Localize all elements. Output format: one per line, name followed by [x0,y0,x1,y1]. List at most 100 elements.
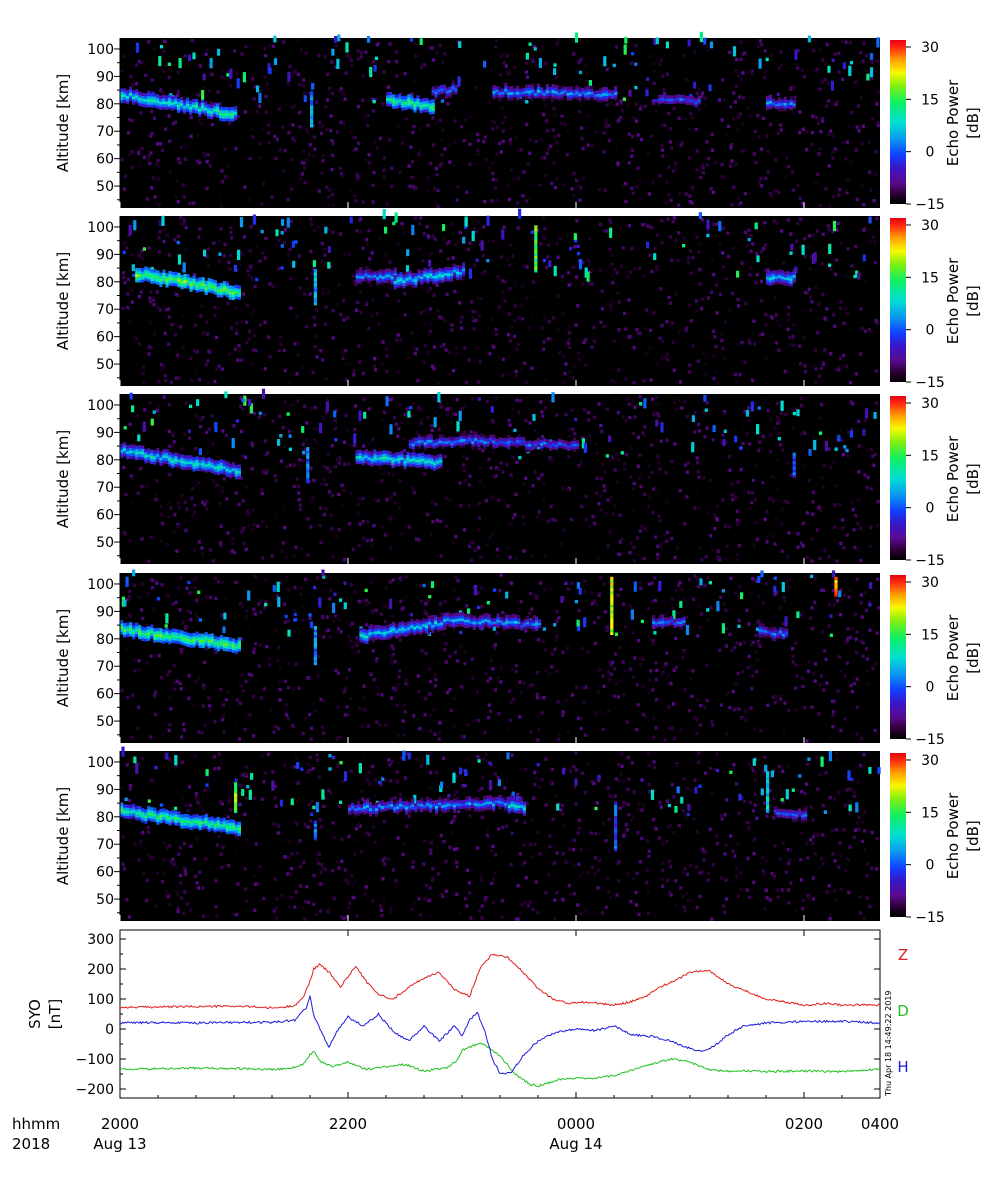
y-tick-label: 90 [96,604,114,620]
colorbar-tick-label: 30 [921,40,939,56]
echo-cells [120,569,880,743]
colorbar-scale [890,753,906,917]
echo-cells [120,31,880,208]
colorbar-scale [890,218,906,382]
x-tick-label: 2000 [101,1115,139,1133]
colorbar-label: Echo Power [944,257,962,344]
x-row1-label: hhmm [12,1115,60,1133]
x-date-label: Aug 14 [549,1135,602,1153]
y-axis-label: Altitude [km] [54,252,72,350]
colorbar-tick-label: 0 [926,145,935,161]
colorbar-label: Echo Power [944,792,962,879]
colorbar-unit: [dB] [964,463,982,495]
y-tick-label: 100 [87,577,114,593]
colorbar-tick-label: 15 [921,805,939,821]
colorbar-label: Echo Power [944,614,962,701]
colorbar-tick-label: 0 [926,501,935,517]
y-ticks: 50 60 70 80 90 100 [87,755,120,914]
colorbar-unit: [dB] [964,642,982,674]
colorbar: 30 15 0 −15 Echo Power [dB] [890,40,982,213]
y-tick-label: 60 [96,152,114,168]
y-tick-label: 80 [96,453,114,469]
colorbar-tick-label: 30 [921,396,939,412]
y-tick-label: 50 [96,714,114,730]
y-ticks: 300 200 100 0 −100 −200 [76,932,880,1098]
colorbar: 30 15 0 −15 Echo Power [dB] [890,575,982,748]
y-tick-label: 0 [105,1022,114,1038]
y-tick-label: 100 [87,398,114,414]
y-tick-label: 60 [96,865,114,881]
y-axis-label: Altitude [km] [54,74,72,172]
colorbar-unit: [dB] [964,107,982,139]
y-tick-label: 200 [87,962,114,978]
y-tick-label: 80 [96,810,114,826]
colorbar-tick-label: 30 [921,753,939,769]
y-tick-label: 50 [96,535,114,551]
y-tick-label: 60 [96,687,114,703]
colorbar-label: Echo Power [944,435,962,522]
y-ticks: 50 60 70 80 90 100 [87,220,120,379]
x-row2-label: 2018 [12,1135,50,1153]
y-tick-label: 100 [87,42,114,58]
colorbar-scale [890,575,906,739]
colorbar-tick-label: 30 [921,218,939,234]
y-tick-label: 100 [87,992,114,1008]
colorbar-unit: [dB] [964,285,982,317]
echo-panel-4: 50 60 70 80 90 100 Altitude [km] 30 15 0 −15 Echo P… [54,569,982,748]
y-tick-label: 90 [96,69,114,85]
legend-z: Z [898,946,908,964]
y-tick-label: 50 [96,892,114,908]
echo-panel-2: 50 60 70 80 90 100 Altitude [km] 30 15 0 −15 Echo P… [54,208,982,391]
colorbar-tick-label: 0 [926,680,935,696]
y-axis-label: Altitude [km] [54,430,72,528]
colorbar: 30 15 0 −15 Echo Power [dB] [890,218,982,391]
colorbar-tick-label: −15 [915,553,945,569]
x-date-label: Aug 13 [93,1135,146,1153]
y-ticks: 50 60 70 80 90 100 [87,577,120,736]
y-tick-label: 60 [96,330,114,346]
colorbar-tick-label: 15 [921,270,939,286]
echo-cells [120,388,880,563]
y-axis-label: SYO [26,999,44,1029]
echo-panel-1: 50 60 70 80 90 100 Altitude [km] 30 15 0 −15 Echo P… [54,31,982,213]
colorbar-tick-label: −15 [915,732,945,748]
y-tick-label: 90 [96,425,114,441]
colorbar-tick-label: −15 [915,197,945,213]
colorbar-scale [890,40,906,204]
y-tick-label: 70 [96,837,114,853]
y-tick-label: 90 [96,247,114,263]
y-tick-label: −200 [76,1082,114,1098]
colorbar-tick-label: 30 [921,575,939,591]
y-tick-label: 70 [96,302,114,318]
x-tick-label: 0400 [861,1115,899,1133]
echo-plot-area [120,573,880,743]
y-tick-label: 70 [96,124,114,140]
y-tick-label: 80 [96,275,114,291]
colorbar-scale [890,396,906,560]
y-ticks: 50 60 70 80 90 100 [87,398,120,557]
colorbar-tick-label: 0 [926,323,935,339]
x-tick-label: 0000 [557,1115,595,1133]
magnetometer-panel: 300 200 100 0 −100 −200 SYO [nT] Z D H Thu Apr 18 1… [26,929,909,1099]
colorbar-unit: [dB] [964,820,982,852]
plot-timestamp: Thu Apr 18 14:49:22 2019 [884,990,893,1097]
colorbar-tick-label: −15 [915,910,945,926]
colorbar-tick-label: 15 [921,627,939,643]
colorbar: 30 15 0 −15 Echo Power [dB] [890,396,982,569]
echo-plot-area [120,751,880,921]
y-ticks: 50 60 70 80 90 100 [87,42,120,201]
y-tick-label: 90 [96,782,114,798]
y-tick-label: 60 [96,508,114,524]
y-tick-label: 70 [96,480,114,496]
series-z-line [120,953,881,1010]
colorbar-tick-label: 15 [921,448,939,464]
y-axis-label: Altitude [km] [54,787,72,885]
y-tick-label: 300 [87,932,114,948]
y-tick-label: 80 [96,632,114,648]
colorbar-label: Echo Power [944,79,962,166]
legend-h: H [897,1058,908,1076]
y-tick-label: 80 [96,97,114,113]
y-tick-label: 50 [96,357,114,373]
